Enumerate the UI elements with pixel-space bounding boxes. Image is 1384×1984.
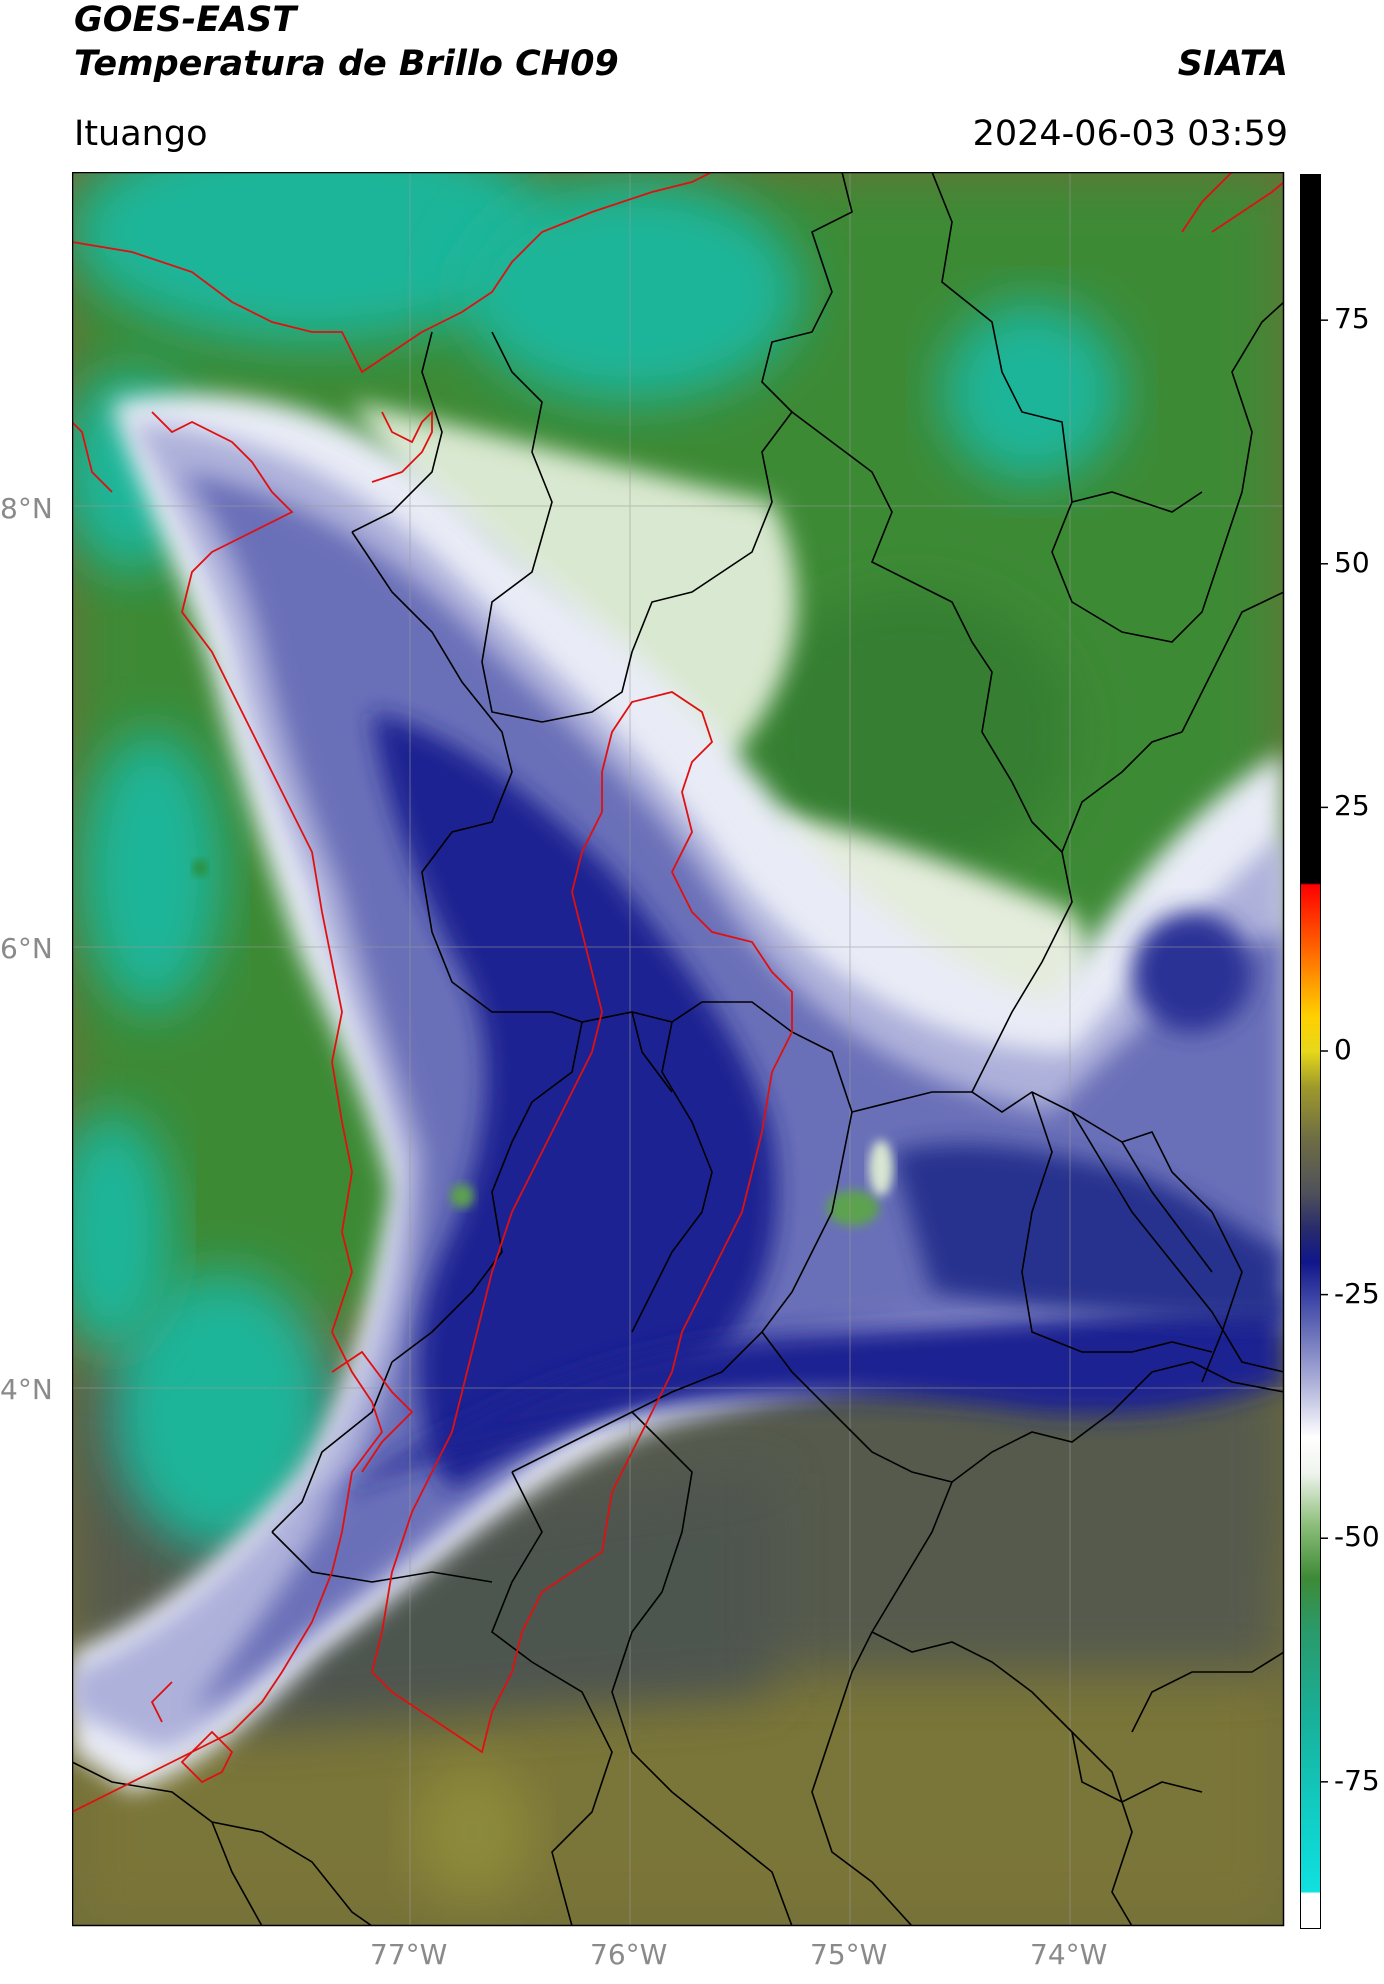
lon-label-76W: 76°W [590,1938,668,1971]
lat-label-6N: 6°N [0,932,53,965]
map-svg [71,171,1285,1927]
colorbar-svg [1300,174,1328,1929]
title-line-1: GOES-EAST [74,0,297,40]
colorbar-tick-label: 50 [1334,545,1370,579]
colorbar-tick-label: 75 [1334,302,1370,336]
map-frame [71,171,1285,1927]
location-label: Ituango [74,114,208,154]
colorbar-tick-label: 0 [1334,1033,1352,1066]
title-line-2: Temperatura de Brillo CH09 [74,44,619,84]
gridlines [72,172,1284,1926]
satellite-map [71,171,1304,1984]
colorbar-tick-label: -75 [1334,1763,1380,1797]
coastline-red [72,172,1284,1813]
brand-label: SIATA [1177,44,1288,84]
lat-label-4N: 4°N [0,1373,53,1406]
colorbar-tick-label: -50 [1334,1520,1380,1554]
department-borders [72,172,1284,1926]
colorbar-ramp [1300,174,1321,1929]
lon-label-77W: 77°W [370,1938,448,1971]
colorbar-ticks [1320,319,1328,1783]
lat-label-8N: 8°N [0,492,53,525]
colorbar [1300,174,1384,1934]
colorbar-tick-label: 25 [1334,789,1370,823]
lon-label-75W: 75°W [810,1938,888,1971]
brightness-temperature-field [72,172,1284,1926]
colorbar-tick-label: -25 [1334,1276,1380,1310]
timestamp-label: 2024-06-03 03:59 [972,114,1288,154]
lon-label-74W: 74°W [1030,1938,1108,1971]
